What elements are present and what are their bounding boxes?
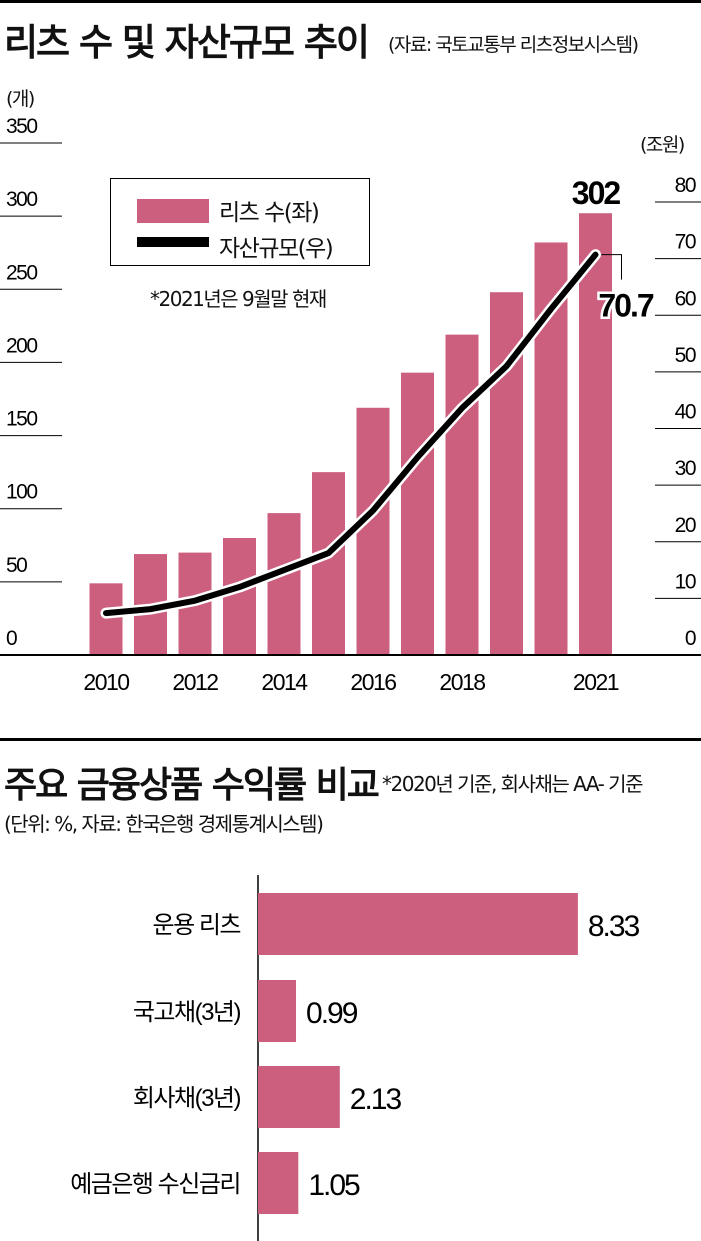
bar-2014 xyxy=(267,513,301,655)
bar-2010 xyxy=(89,583,123,655)
line-value-label: 70.7 xyxy=(598,288,653,324)
left-tick-label: 100 xyxy=(6,481,37,504)
value-label: 1.05 xyxy=(308,1169,360,1202)
right-tick-label: 80 xyxy=(675,174,696,197)
leader-line xyxy=(601,254,622,280)
legend-bar-label: 리츠 수(좌) xyxy=(219,200,320,226)
chart1-source: (자료: 국토교통부 리츠정보시스템) xyxy=(388,34,639,56)
left-tick-label: 0 xyxy=(6,627,17,650)
left-tick-label: 50 xyxy=(6,554,27,577)
x-tick-label: 2010 xyxy=(83,669,129,695)
right-tick-label: 30 xyxy=(675,457,696,480)
legend: 리츠 수(좌) 자산규모(우) xyxy=(110,178,370,266)
bar-2021 xyxy=(579,213,612,655)
category-label: 국고채(3년) xyxy=(133,999,241,1026)
left-tick-label: 200 xyxy=(6,334,37,357)
x-tick-label: 2018 xyxy=(439,669,485,695)
right-tick-label: 50 xyxy=(675,344,696,367)
left-tick-label: 300 xyxy=(6,188,37,211)
chart2-title: 주요 금융상품 수익률 비교 xyxy=(4,765,380,806)
right-axis-unit: (조원) xyxy=(640,134,685,156)
legend-bar-swatch xyxy=(137,199,209,223)
right-tick-label: 0 xyxy=(685,627,696,650)
chart2-note: *2020년 기준, 회사채는 AA- 기준 xyxy=(382,772,643,796)
section-divider xyxy=(0,738,701,741)
bar-value-label: 302 xyxy=(572,175,621,211)
left-axis-unit: (개) xyxy=(6,88,35,110)
chart1-title: 리츠 수 및 자산규모 추이 xyxy=(4,21,370,64)
top-rule xyxy=(0,0,701,3)
yield-bar-chart: 운용 리츠 8.33 국고채(3년) 0.99 회사채(3년) 2.13 예금은행 수신금리… xyxy=(70,875,642,1241)
right-tick-label: 10 xyxy=(675,570,696,593)
right-tick-label: 60 xyxy=(675,287,696,310)
right-tick-label: 20 xyxy=(675,514,696,537)
x-tick-label: 2014 xyxy=(261,669,308,695)
bar-2018 xyxy=(445,334,479,655)
legend-line-swatch xyxy=(137,237,209,247)
x-tick-label: 2016 xyxy=(350,669,396,695)
bar-2015 xyxy=(312,472,345,655)
bar-2 xyxy=(258,1066,340,1128)
left-tick-label: 250 xyxy=(6,261,37,284)
right-tick-label: 70 xyxy=(675,231,696,254)
bar-3 xyxy=(258,1152,299,1214)
category-label: 운용 리츠 xyxy=(153,912,241,939)
right-tick-label: 40 xyxy=(675,401,696,424)
category-label: 예금은행 수신금리 xyxy=(70,1171,240,1198)
bar-0 xyxy=(258,893,578,955)
legend-line-label: 자산규모(우) xyxy=(219,236,334,262)
x-tick-label: 2021 xyxy=(573,669,619,695)
chart1-note: *2021년은 9월말 현재 xyxy=(150,287,327,311)
left-tick-label: 350 xyxy=(6,115,37,138)
reits-combo-chart: 0 50 100 150 200 250 300 350 0 10 20 30 40 50 60 70 80 20… xyxy=(0,115,701,695)
value-label: 8.33 xyxy=(588,910,640,943)
bar-2017 xyxy=(401,372,434,655)
bar-1 xyxy=(258,980,297,1042)
chart2-subtitle: (단위: %, 자료: 한국은행 경제통계시스템) xyxy=(4,812,324,836)
left-tick-label: 150 xyxy=(6,408,37,431)
category-label: 회사채(3년) xyxy=(133,1085,241,1112)
asset-size-line xyxy=(103,251,599,617)
value-label: 2.13 xyxy=(350,1083,402,1116)
bar-2016 xyxy=(356,407,390,655)
x-tick-label: 2012 xyxy=(172,669,218,695)
bar-2013 xyxy=(223,537,256,655)
value-label: 0.99 xyxy=(306,997,358,1030)
